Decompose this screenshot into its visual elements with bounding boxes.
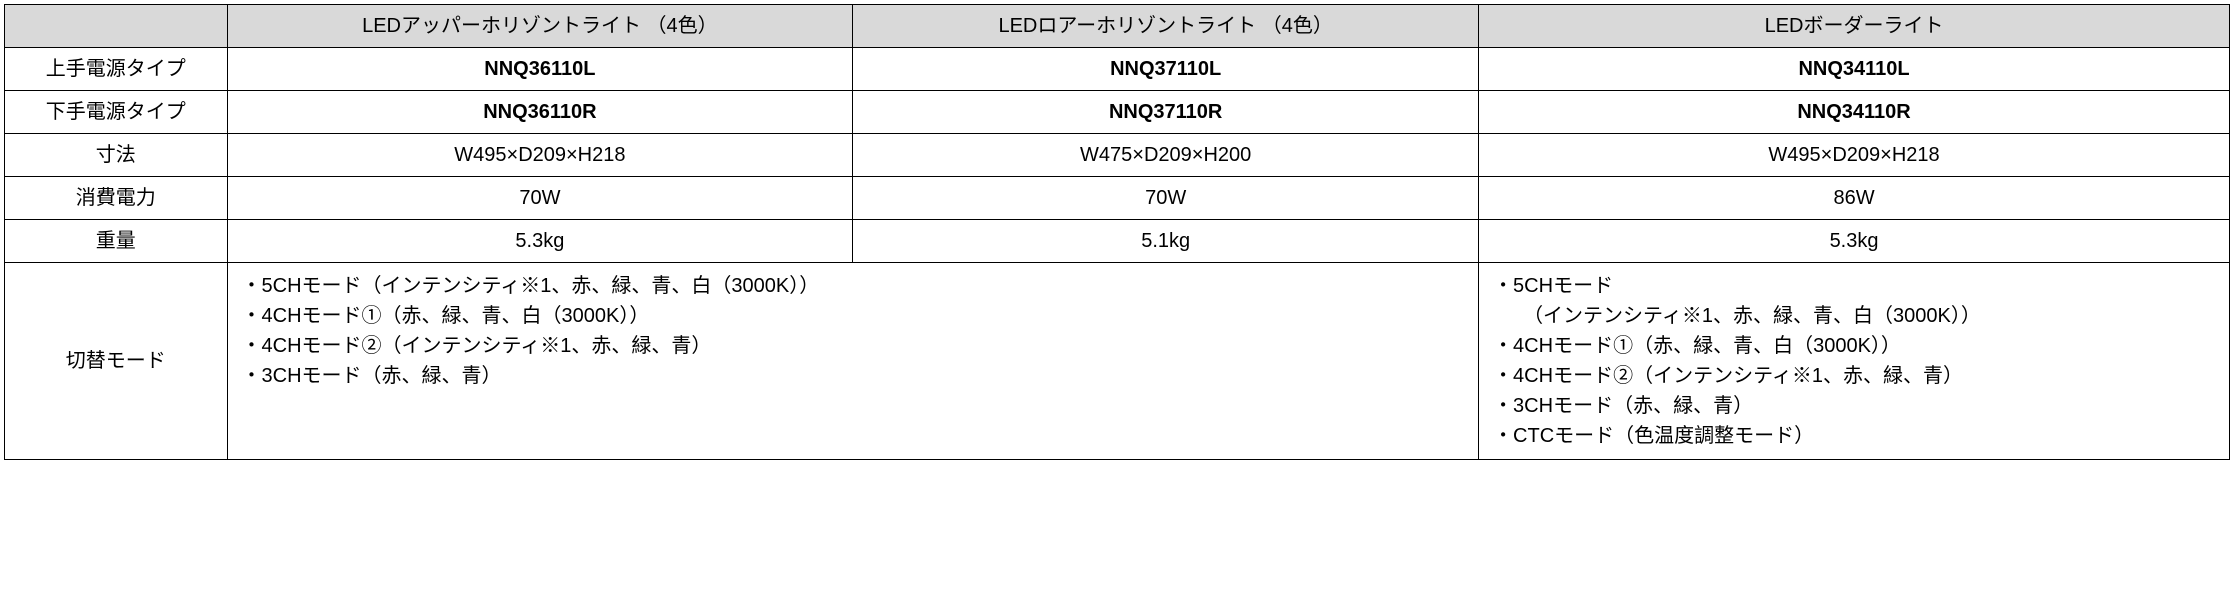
row-upper-power: 上手電源タイプ NNQ36110L NNQ37110L NNQ34110L [5, 48, 2230, 91]
row-power-consumption: 消費電力 70W 70W 86W [5, 177, 2230, 220]
mode-left-l3: ・4CHモード②（インテンシティ※1、赤、緑、青） [242, 331, 1465, 361]
cell-power-c2: 70W [853, 177, 1479, 220]
label-power-consumption: 消費電力 [5, 177, 228, 220]
cell-power-c1: 70W [227, 177, 853, 220]
header-blank [5, 5, 228, 48]
cell-mode-right: ・5CHモード （インテンシティ※1、赤、緑、青、白（3000K）） ・4CHモ… [1479, 263, 2230, 460]
cell-dimensions-c2: W475×D209×H200 [853, 134, 1479, 177]
cell-dimensions-c1: W495×D209×H218 [227, 134, 853, 177]
mode-right-l3: ・4CHモード②（インテンシティ※1、赤、緑、青） [1493, 361, 2215, 391]
label-upper-power: 上手電源タイプ [5, 48, 228, 91]
mode-left-l1: ・5CHモード（インテンシティ※1、赤、緑、青、白（3000K）） [242, 271, 1465, 301]
row-lower-power: 下手電源タイプ NNQ36110R NNQ37110R NNQ34110R [5, 91, 2230, 134]
mode-right-l1b: （インテンシティ※1、赤、緑、青、白（3000K）） [1493, 301, 2215, 331]
cell-dimensions-c3: W495×D209×H218 [1479, 134, 2230, 177]
mode-right-l5: ・CTCモード（色温度調整モード） [1493, 421, 2215, 451]
header-col2: LEDロアーホリゾントライト （4色） [853, 5, 1479, 48]
spec-table: LEDアッパーホリゾントライト （4色） LEDロアーホリゾントライト （4色）… [4, 4, 2230, 460]
cell-upper-power-c1: NNQ36110L [227, 48, 853, 91]
mode-right-l1: ・5CHモード [1493, 271, 2215, 301]
mode-left-l2: ・4CHモード①（赤、緑、青、白（3000K）） [242, 301, 1465, 331]
header-col1: LEDアッパーホリゾントライト （4色） [227, 5, 853, 48]
cell-mode-left: ・5CHモード（インテンシティ※1、赤、緑、青、白（3000K）） ・4CHモー… [227, 263, 1479, 460]
cell-lower-power-c1: NNQ36110R [227, 91, 853, 134]
header-col3: LEDボーダーライト [1479, 5, 2230, 48]
cell-power-c3: 86W [1479, 177, 2230, 220]
label-dimensions: 寸法 [5, 134, 228, 177]
cell-weight-c2: 5.1kg [853, 220, 1479, 263]
label-mode: 切替モード [5, 263, 228, 460]
cell-lower-power-c2: NNQ37110R [853, 91, 1479, 134]
cell-weight-c1: 5.3kg [227, 220, 853, 263]
mode-right-l4: ・3CHモード（赤、緑、青） [1493, 391, 2215, 421]
header-row: LEDアッパーホリゾントライト （4色） LEDロアーホリゾントライト （4色）… [5, 5, 2230, 48]
cell-lower-power-c3: NNQ34110R [1479, 91, 2230, 134]
label-lower-power: 下手電源タイプ [5, 91, 228, 134]
mode-right-l2: ・4CHモード①（赤、緑、青、白（3000K）） [1493, 331, 2215, 361]
cell-upper-power-c2: NNQ37110L [853, 48, 1479, 91]
row-dimensions: 寸法 W495×D209×H218 W475×D209×H200 W495×D2… [5, 134, 2230, 177]
row-mode: 切替モード ・5CHモード（インテンシティ※1、赤、緑、青、白（3000K）） … [5, 263, 2230, 460]
row-weight: 重量 5.3kg 5.1kg 5.3kg [5, 220, 2230, 263]
cell-upper-power-c3: NNQ34110L [1479, 48, 2230, 91]
cell-weight-c3: 5.3kg [1479, 220, 2230, 263]
label-weight: 重量 [5, 220, 228, 263]
mode-left-l4: ・3CHモード（赤、緑、青） [242, 361, 1465, 391]
